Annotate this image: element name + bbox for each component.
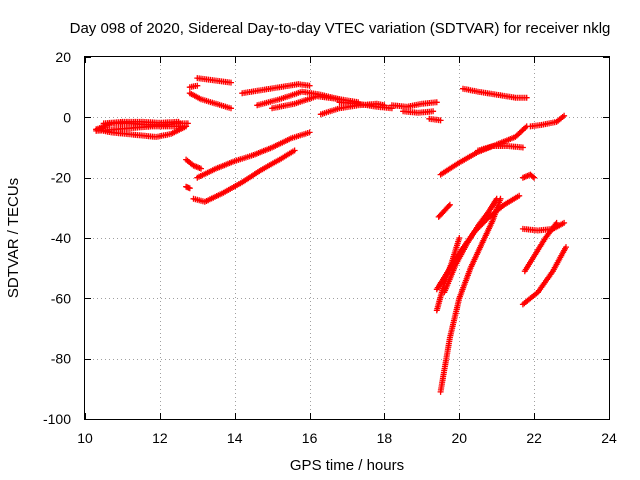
data-point — [456, 235, 463, 241]
y-tick-labels: -100 -80 -60 -40 -20 0 20 — [43, 49, 71, 427]
data-series-arc-31 — [519, 244, 569, 308]
x-tick-label: 20 — [451, 430, 467, 446]
data-series-arc-05 — [186, 82, 201, 91]
x-tick-label: 14 — [227, 430, 243, 446]
data-point — [437, 117, 444, 124]
data-series-arc-32 — [519, 171, 538, 181]
data-point — [198, 165, 204, 172]
x-tick-label: 22 — [526, 430, 542, 446]
x-tick-label: 10 — [77, 430, 93, 446]
data-series-arc-04 — [100, 118, 182, 127]
data-point — [553, 219, 560, 226]
data-point — [519, 144, 526, 151]
data-series-arc-14 — [400, 108, 437, 116]
y-tick-label: -100 — [43, 411, 71, 427]
data-point — [446, 201, 453, 208]
data-point — [186, 185, 193, 192]
data-series-arc-30 — [521, 219, 560, 275]
data-point — [445, 203, 452, 209]
x-axis-title: GPS time / hours — [290, 457, 404, 474]
data-points — [93, 75, 569, 395]
data-point — [516, 192, 523, 199]
data-series-arc-08 — [239, 81, 313, 97]
data-series-arc-28 — [441, 195, 500, 296]
data-series-arc-29 — [519, 219, 568, 234]
data-point — [228, 105, 234, 112]
data-series-arc-03 — [93, 123, 190, 140]
y-tick-label: -40 — [51, 230, 71, 246]
data-point — [523, 94, 530, 101]
y-tick-label: 0 — [63, 109, 71, 125]
data-series-arc-21 — [475, 143, 526, 154]
data-point — [291, 147, 298, 154]
data-series-arc-23 — [527, 112, 568, 130]
plot-frame — [84, 56, 610, 420]
data-point — [183, 123, 190, 130]
data-point — [175, 118, 182, 125]
data-point — [194, 82, 201, 89]
data-series-arc-17 — [183, 183, 193, 192]
data-series-arc-27 — [433, 192, 523, 293]
data-series-arc-19 — [190, 147, 298, 205]
y-tick-label: -80 — [51, 351, 71, 367]
data-series-arc-16 — [183, 156, 204, 172]
x-tick-labels: 10 12 14 16 18 20 22 24 — [77, 430, 617, 446]
data-series-arc-24 — [435, 201, 453, 220]
y-tick-label: 20 — [55, 49, 71, 65]
tick-marks — [85, 57, 610, 420]
data-point — [561, 219, 568, 226]
grid-lines — [85, 57, 609, 419]
data-point — [228, 79, 234, 86]
y-axis-title: SDTVAR / TECUs — [5, 178, 22, 298]
data-series-arc-07 — [186, 90, 234, 112]
data-point — [561, 112, 568, 119]
chart-title: Day 098 of 2020, Sidereal Day-to-day VTE… — [70, 20, 611, 37]
data-series-arc-22 — [460, 85, 530, 101]
data-series-arc-18 — [194, 129, 313, 181]
data-point — [531, 174, 538, 181]
x-tick-label: 12 — [152, 430, 168, 446]
data-point — [306, 82, 313, 89]
y-tick-label: -20 — [51, 170, 71, 186]
y-tick-label: -60 — [51, 290, 71, 306]
x-tick-label: 16 — [302, 430, 318, 446]
data-series-arc-26 — [437, 195, 504, 395]
data-point — [430, 108, 437, 115]
data-series-arc-13 — [388, 99, 440, 110]
x-tick-label: 24 — [601, 430, 617, 446]
data-point — [433, 99, 440, 106]
data-series-arc-15 — [426, 115, 444, 124]
data-series-arc-06 — [194, 75, 234, 86]
data-point — [563, 244, 569, 251]
x-tick-label: 18 — [377, 430, 393, 446]
data-point — [306, 129, 313, 136]
data-point — [529, 173, 536, 180]
data-point — [493, 195, 500, 202]
